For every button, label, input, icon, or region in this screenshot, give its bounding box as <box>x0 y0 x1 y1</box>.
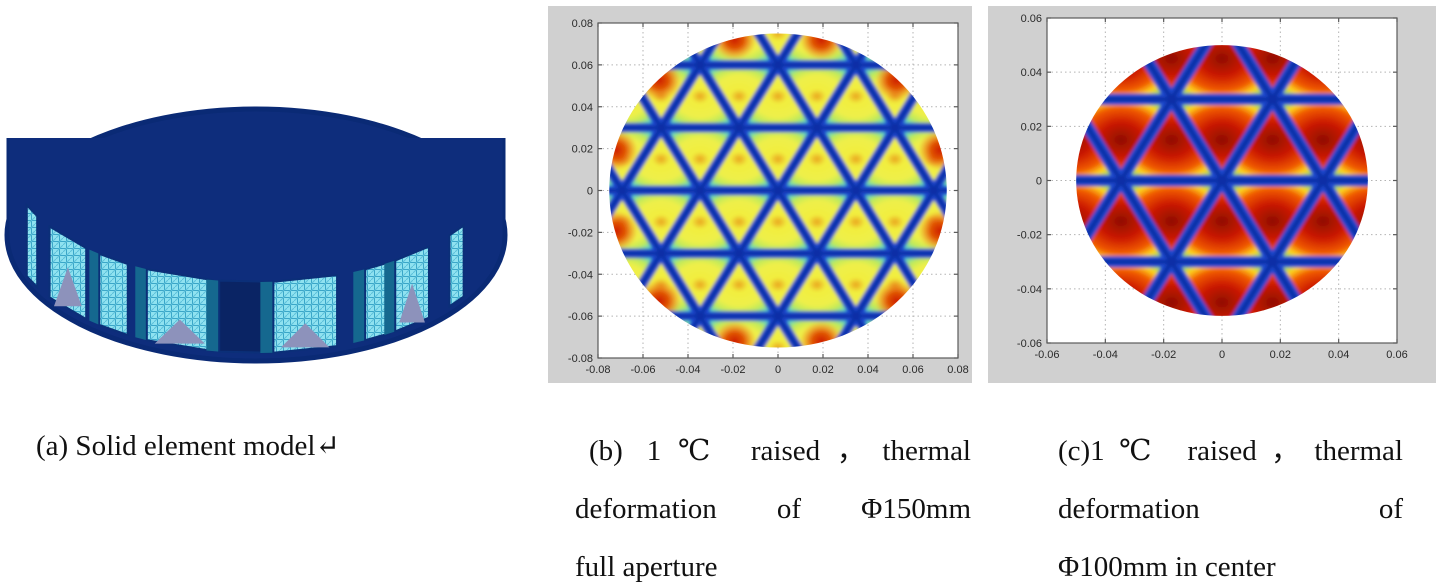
pocket-side-wall <box>135 266 147 341</box>
back-panel-triangle <box>399 283 425 323</box>
x-tick-label: 0.04 <box>857 364 878 376</box>
caption-b-line-3: full aperture <box>575 551 718 582</box>
thermal-deformation-plot-center: -0.06 -0.04 -0.02 0 0.02 0.04 0.06 0.06 0.04 0.02… <box>988 6 1436 383</box>
y-tick-label: 0 <box>1036 176 1042 188</box>
center-pocket-opening <box>218 279 273 354</box>
lightweight-pocket <box>364 260 391 342</box>
disk-side-wall <box>7 138 505 235</box>
pocket-side-wall <box>260 281 274 353</box>
rim-hot-spot <box>799 33 843 60</box>
x-tick-label: -0.06 <box>1034 349 1059 361</box>
x-tick-label: 0.02 <box>812 364 833 376</box>
x-tick-label: 0.06 <box>902 364 923 376</box>
rim-hot-spot <box>799 321 843 348</box>
caption-b-line-2: deformation of Φ150mm <box>575 493 971 525</box>
x-tick-label: -0.02 <box>720 364 745 376</box>
back-panel-triangle <box>281 323 330 348</box>
x-tick-label: -0.04 <box>1093 349 1118 361</box>
caption-c-line-1: (c)1℃ raised，thermal <box>1058 435 1403 467</box>
tick-labels: -0.08 -0.06 -0.04 -0.02 0 0.02 0.04 0.06 0.08 0.0… <box>568 18 969 376</box>
back-panel-triangle <box>53 267 82 307</box>
caption-panel-c: (c)1℃ raised，thermal deformation of Φ100… <box>1058 422 1403 582</box>
lightweight-pocket <box>98 252 129 337</box>
lightweight-pocket <box>145 268 214 353</box>
caption-c-line-2: deformation of <box>1058 493 1403 525</box>
y-tick-label: 0.04 <box>572 102 593 114</box>
x-tick-label: -0.04 <box>675 364 700 376</box>
y-tick-label: -0.02 <box>568 227 593 239</box>
back-panel-triangle <box>154 319 205 344</box>
rim-hot-spot <box>918 210 947 251</box>
x-tick-label: -0.08 <box>585 364 610 376</box>
y-tick-label: -0.06 <box>568 311 593 323</box>
x-tick-label: 0.04 <box>1328 349 1349 361</box>
caption-panel-b: (b) 1℃ raised，thermal deformation of Φ15… <box>575 422 971 582</box>
y-tick-label: -0.08 <box>568 353 593 365</box>
caption-panel-a: (a) Solid element model↵ <box>36 424 358 468</box>
rim-hot-spot <box>713 321 757 348</box>
x-tick-label: 0.06 <box>1386 349 1407 361</box>
y-tick-label: 0.04 <box>1021 67 1042 79</box>
aperture-deformation-map <box>609 33 947 348</box>
caption-c-line-3: Φ100mm in center <box>1058 551 1276 582</box>
y-tick-label: -0.06 <box>1017 338 1042 350</box>
thermal-deformation-plot-full-aperture: -0.08 -0.06 -0.04 -0.02 0 0.02 0.04 0.06 0.08 0.0… <box>548 6 972 383</box>
x-tick-label: 0 <box>1219 349 1225 361</box>
lightweight-pocket <box>448 223 465 309</box>
rim-hot-spot <box>609 210 638 251</box>
pocket-side-wall <box>353 269 366 343</box>
y-tick-label: 0.06 <box>1021 13 1042 25</box>
x-tick-label: -0.06 <box>630 364 655 376</box>
y-tick-label: -0.02 <box>1017 230 1042 242</box>
y-tick-label: 0 <box>587 186 593 198</box>
rim-hot-spot <box>918 130 947 171</box>
tick-labels: -0.06 -0.04 -0.02 0 0.02 0.04 0.06 0.06 0.04 0.02… <box>1017 13 1408 361</box>
pocket-side-wall <box>384 260 396 336</box>
y-tick-label: 0.02 <box>572 144 593 156</box>
pocket-side-wall <box>89 249 100 325</box>
pocket-side-wall <box>206 279 220 352</box>
x-tick-label: 0.08 <box>947 364 968 376</box>
rim-hot-spot <box>713 33 757 60</box>
caption-a-line: (a) Solid element model↵ <box>36 430 340 462</box>
rim-hot-spot <box>609 130 638 171</box>
y-tick-label: -0.04 <box>568 269 593 281</box>
lightweight-pocket <box>272 274 339 354</box>
y-tick-label: 0.06 <box>572 60 593 72</box>
y-tick-label: 0.08 <box>572 18 593 30</box>
x-tick-label: -0.02 <box>1151 349 1176 361</box>
solid-element-model-image <box>4 106 508 364</box>
caption-b-line-1: (b) 1℃ raised，thermal <box>589 435 971 467</box>
y-tick-label: 0.02 <box>1021 121 1042 133</box>
x-tick-label: 0.02 <box>1270 349 1291 361</box>
lightweight-pocket <box>25 202 39 290</box>
tick-marks <box>597 22 959 359</box>
x-tick-label: 0 <box>775 364 781 376</box>
y-tick-label: -0.04 <box>1017 284 1042 296</box>
tick-marks <box>1046 17 1398 344</box>
